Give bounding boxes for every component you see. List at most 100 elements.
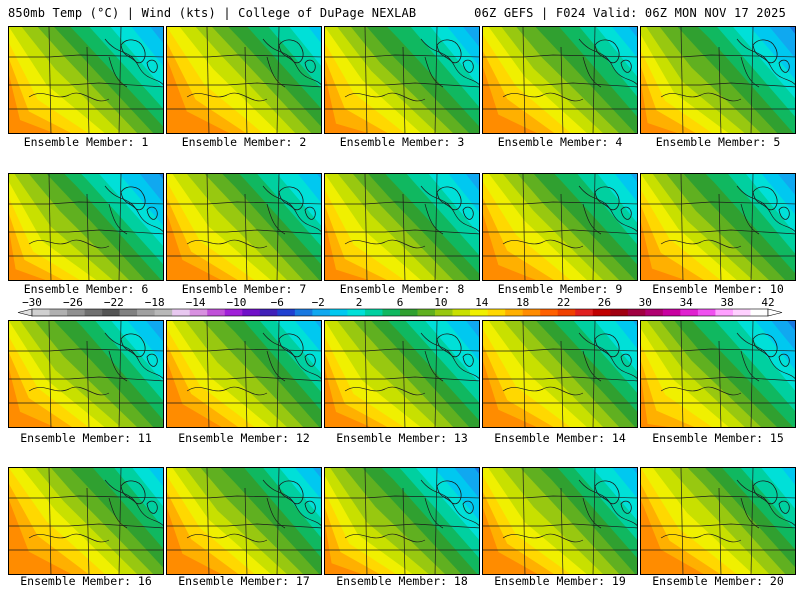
temp-band — [325, 369, 371, 427]
boundary-line — [364, 174, 368, 280]
boundary-line — [420, 479, 479, 527]
boundary-line — [424, 203, 444, 235]
boundary-line — [104, 185, 163, 233]
boundary-line — [402, 46, 406, 133]
member-caption: Ensemble Member: 14 — [494, 431, 626, 445]
temperature-field — [167, 321, 321, 427]
boundary-line — [48, 27, 52, 133]
member-caption: Ensemble Member: 6 — [23, 282, 149, 296]
colorbar-swatch — [697, 309, 716, 316]
boundary-line — [736, 479, 795, 527]
boundary-line — [266, 56, 286, 88]
boundary-line — [402, 193, 406, 280]
colorbar-swatch — [645, 309, 664, 316]
boundary-line — [502, 533, 584, 543]
boundary-line — [9, 54, 163, 58]
temp-band — [167, 43, 246, 133]
boundary-line — [641, 376, 795, 382]
colorbar-swatch — [67, 309, 85, 316]
member-map-panel — [482, 320, 638, 428]
member-map-panel — [166, 467, 322, 575]
temperature-field — [9, 468, 163, 574]
boundary-line — [9, 201, 163, 205]
boundary-line — [582, 350, 602, 382]
boundary-line — [364, 321, 368, 427]
boundary-line — [262, 185, 321, 233]
boundary-line — [108, 56, 128, 88]
temp-band — [483, 198, 554, 280]
boundary-line — [483, 523, 637, 529]
boundary-line — [325, 82, 479, 88]
temp-band — [167, 59, 230, 133]
colorbar-swatch — [452, 309, 471, 316]
boundary-line — [262, 332, 321, 380]
temp-band — [167, 198, 238, 280]
boundary-line — [104, 332, 163, 380]
temp-band — [325, 353, 388, 427]
boundary-line — [402, 487, 406, 574]
colorbar-tick-label: 6 — [397, 296, 404, 309]
temp-band — [9, 230, 46, 280]
member-caption: Ensemble Member: 12 — [178, 431, 310, 445]
member-map-panel — [640, 467, 796, 575]
great-lakes-outline — [752, 480, 790, 514]
temp-band — [483, 214, 536, 280]
temperature-field — [325, 27, 479, 133]
boundary-line — [28, 239, 110, 249]
temp-band — [641, 345, 713, 427]
boundary-line — [736, 332, 795, 380]
temperature-field — [9, 174, 163, 280]
colorbar-swatch — [487, 309, 506, 316]
boundary-line — [502, 239, 584, 249]
colorbar-tick-label: −10 — [226, 296, 246, 309]
boundary-line — [86, 340, 90, 427]
map-title: 850mb Temp (°C) | Wind (kts) | College o… — [8, 6, 417, 20]
colorbar-swatch — [522, 309, 541, 316]
temp-band — [9, 500, 72, 574]
temperature-field — [325, 321, 479, 427]
temperature-field — [9, 321, 163, 427]
boundary-line — [167, 376, 321, 382]
colorbar-swatch — [540, 309, 559, 316]
boundary-line — [736, 38, 795, 86]
temp-band — [641, 67, 696, 133]
colorbar-tick-label: −30 — [22, 296, 42, 309]
boundary-line — [560, 46, 564, 133]
boundary-line — [522, 27, 526, 133]
temp-band — [483, 67, 537, 133]
great-lakes-outline — [436, 480, 474, 514]
temp-band — [641, 500, 704, 574]
boundary-line — [28, 92, 110, 102]
temp-band — [483, 51, 555, 133]
run-info: 06Z GEFS | F024 Valid: 06Z MON NOV 17 20… — [474, 6, 786, 20]
boundary-line — [641, 54, 795, 58]
colorbar-min-arrow — [17, 308, 33, 317]
temp-band — [641, 361, 695, 427]
temp-band — [9, 484, 89, 574]
colorbar-tick-label: −26 — [63, 296, 83, 309]
boundary-line — [582, 497, 602, 529]
boundary-line — [206, 321, 210, 427]
boundary-line — [344, 533, 426, 543]
boundary-line — [641, 348, 795, 352]
boundary-line — [420, 332, 479, 380]
boundary-line — [641, 229, 795, 235]
boundary-line — [718, 46, 722, 133]
temp-band — [325, 206, 387, 280]
temperature-field — [167, 27, 321, 133]
temperature-field — [325, 468, 479, 574]
member-caption: Ensemble Member: 9 — [497, 282, 623, 296]
colorbar-swatch — [224, 309, 243, 316]
colorbar-swatch — [207, 309, 226, 316]
boundary-line — [167, 54, 321, 58]
boundary-line — [641, 201, 795, 205]
boundary-line — [344, 92, 426, 102]
colorbar-tick-label: −14 — [186, 296, 206, 309]
boundary-line — [502, 386, 584, 396]
boundary-line — [660, 239, 742, 249]
boundary-line — [718, 340, 722, 427]
temp-band — [9, 59, 72, 133]
colorbar-swatch — [312, 309, 331, 316]
temp-band — [483, 508, 538, 574]
boundary-line — [364, 27, 368, 133]
